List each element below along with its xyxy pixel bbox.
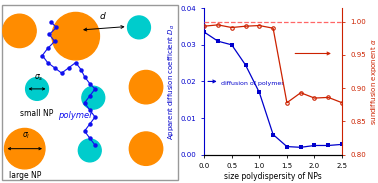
Circle shape: [3, 14, 36, 48]
Text: small NP: small NP: [20, 109, 54, 118]
Text: $d$: $d$: [99, 10, 107, 21]
Circle shape: [52, 12, 99, 60]
Circle shape: [127, 16, 150, 39]
Text: $\sigma_s$: $\sigma_s$: [34, 73, 43, 83]
Y-axis label: Apparent diffusion coefficient $D_\alpha$: Apparent diffusion coefficient $D_\alpha…: [167, 23, 177, 139]
X-axis label: size polydispersity of NPs: size polydispersity of NPs: [224, 172, 322, 181]
Circle shape: [129, 132, 163, 165]
Circle shape: [78, 139, 101, 162]
Y-axis label: sundiffusion exponent $\alpha$: sundiffusion exponent $\alpha$: [369, 38, 378, 125]
Circle shape: [26, 77, 48, 100]
Text: $\sigma_l$: $\sigma_l$: [22, 130, 31, 141]
Text: diffusion of polymer: diffusion of polymer: [221, 81, 284, 86]
Text: polymer: polymer: [58, 111, 93, 120]
Circle shape: [129, 70, 163, 104]
Circle shape: [82, 86, 105, 109]
Text: large NP: large NP: [9, 171, 41, 180]
Circle shape: [5, 128, 45, 169]
